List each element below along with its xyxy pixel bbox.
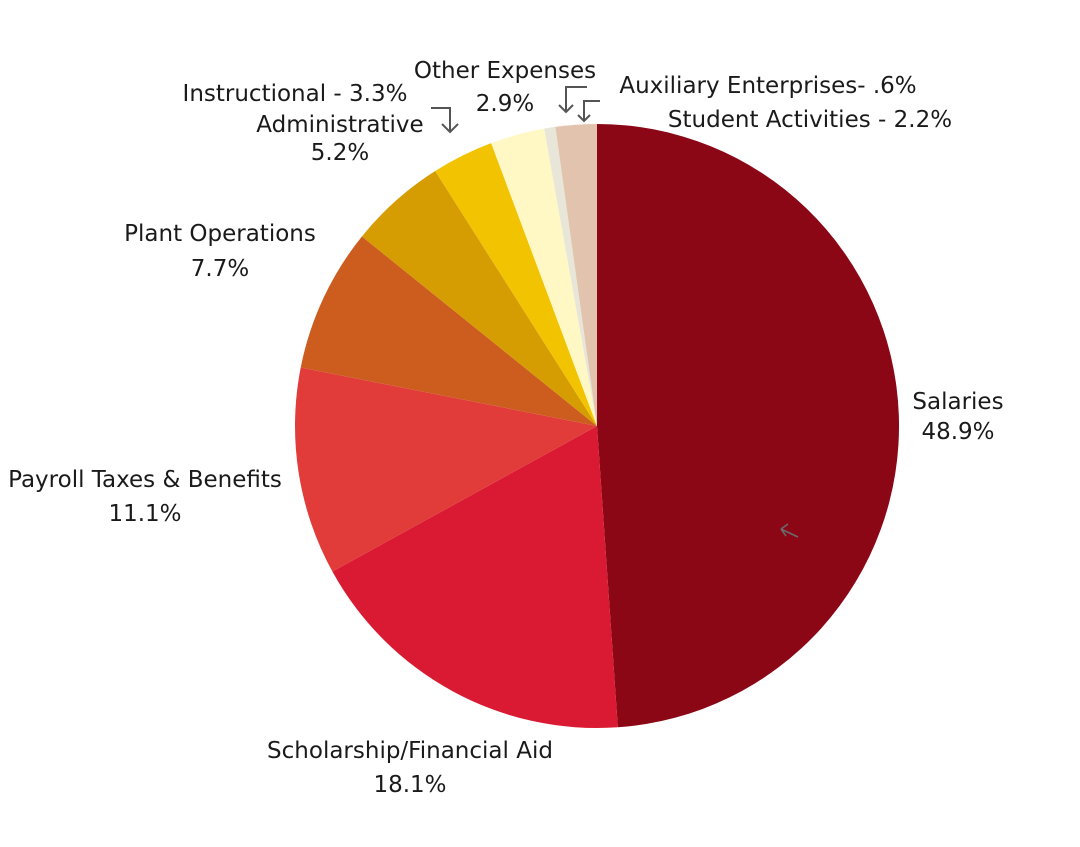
label-plant-name: Plant Operations <box>124 221 316 247</box>
label-administrative-value: 5.2% <box>311 140 369 166</box>
pie-slice-other-expenses <box>491 128 597 426</box>
label-other-expenses-name: Other Expenses <box>414 58 596 84</box>
label-auxiliary: Auxiliary Enterprises- .6% <box>619 73 916 99</box>
pie-slice-payroll-taxes-benefits <box>295 367 597 572</box>
label-salaries-value: 48.9% <box>921 419 994 445</box>
label-other-expenses-value: 2.9% <box>476 91 534 117</box>
administrative-arrow <box>431 107 459 134</box>
label-scholarship-value: 18.1% <box>373 772 446 798</box>
cursor-arrow-icon <box>780 523 799 538</box>
pie-slice-plant-operations <box>300 236 597 426</box>
pie-slice-instructional <box>435 143 597 426</box>
label-administrative-name: Administrative <box>256 112 423 138</box>
label-scholarship-name: Scholarship/Financial Aid <box>267 738 553 764</box>
pie-slice-administrative <box>361 171 597 426</box>
label-payroll-value: 11.1% <box>108 501 181 527</box>
pie-slices <box>295 124 900 729</box>
pie-slice-scholarship-financial-aid <box>332 426 618 729</box>
label-payroll-name: Payroll Taxes & Benefits <box>8 467 282 493</box>
label-instructional: Instructional - 3.3% <box>183 81 408 107</box>
other-expenses-arrow <box>558 86 587 114</box>
pie-slice-student-activities <box>555 124 597 426</box>
pie-slice-auxiliary-enterprises <box>544 126 597 426</box>
student-activities-arrow <box>577 100 600 123</box>
pie-slice-salaries <box>597 124 900 728</box>
label-plant-value: 7.7% <box>191 256 249 282</box>
label-student-activities: Student Activities - 2.2% <box>668 107 952 133</box>
label-salaries-name: Salaries <box>912 389 1003 415</box>
leader-arrows <box>431 86 799 538</box>
slice-labels: Salaries 48.9% Scholarship/Financial Aid… <box>8 58 1003 798</box>
